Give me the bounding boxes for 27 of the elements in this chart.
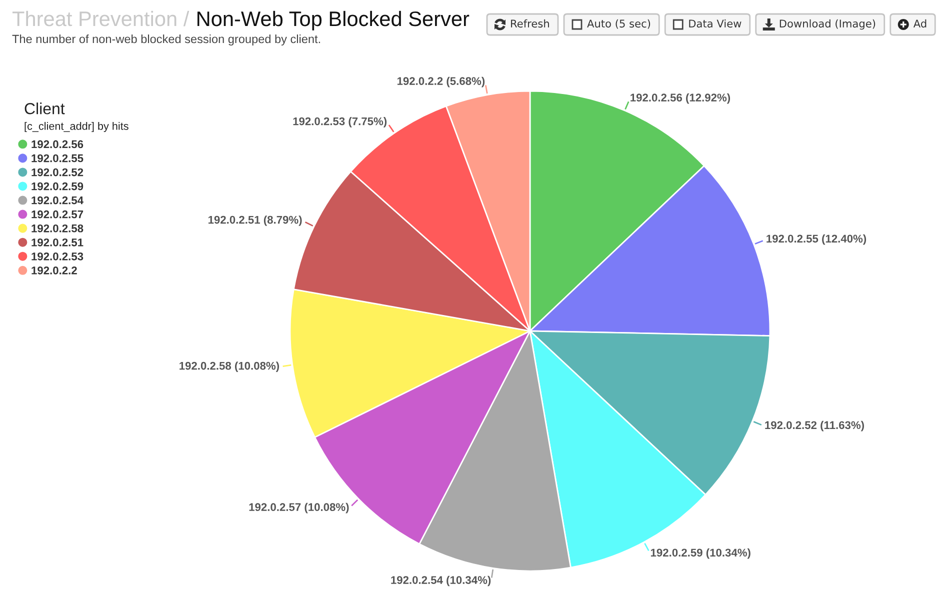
text: Data View: [689, 19, 742, 28]
data-label: 192.0.2.53 (7.75%): [293, 117, 387, 128]
legend-label: 192.0.2.52: [32, 168, 84, 176]
data-label: 192.0.2.59 (10.34%): [650, 548, 750, 559]
legend-title: Client [c_client_addr] by hits: [24, 102, 128, 132]
legend-label: 192.0.2.53: [32, 252, 84, 260]
data-label: 192.0.2.51 (8.79%): [208, 216, 302, 226]
legend-label: 192.0.2.2: [32, 266, 77, 274]
legend-label: 192.0.2.55: [32, 154, 84, 162]
legend-label: 192.0.2.56: [32, 140, 84, 148]
legend-label: 192.0.2.54: [32, 196, 84, 204]
text: Ad: [913, 19, 926, 28]
legend-label: 192.0.2.57: [32, 210, 84, 218]
data-label: 192.0.2.54 (10.34%): [391, 576, 491, 586]
text: Refresh: [511, 19, 549, 28]
data-label: 192.0.2.52 (11.63%): [765, 420, 864, 432]
text: Auto (5 sec): [587, 19, 650, 29]
data-label: 192.0.2.56 (12.92%): [630, 93, 730, 104]
legend-label: 192.0.2.59: [32, 182, 84, 190]
data-label: 192.0.2.58 (10.08%): [180, 362, 279, 372]
legend-label: 192.0.2.51: [32, 238, 84, 246]
chart-subtitle: The number of non-web blocked session grouped by client.: [12, 34, 320, 46]
text: Download (Image): [780, 19, 876, 30]
data-label: 192.0.2.2 (5.68%): [397, 76, 485, 88]
data-label: 192.0.2.55 (12.40%): [766, 234, 866, 245]
legend-label: 192.0.2.58: [32, 224, 84, 232]
data-label: 192.0.2.57 (10.08%): [249, 502, 349, 514]
